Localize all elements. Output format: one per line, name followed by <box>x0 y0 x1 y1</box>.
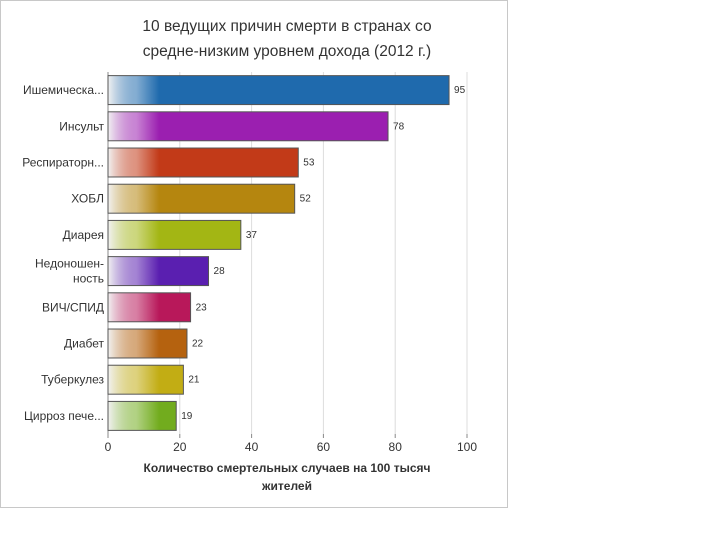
category-label: Инсульт <box>59 119 104 133</box>
bar <box>107 219 242 250</box>
category-label: Цирроз пече... <box>24 409 104 423</box>
x-axis-label-line-2: жителей <box>261 479 312 493</box>
bar <box>107 256 210 287</box>
chart-frame: 10 ведущих причин смерти в странах со ср… <box>0 0 508 508</box>
bar <box>107 75 450 106</box>
data-label: 22 <box>192 339 204 350</box>
category-label: Ишемическа... <box>23 83 104 97</box>
x-tick-label: 60 <box>317 440 331 454</box>
x-axis-label-line-1: Количество смертельных случаев на 100 ты… <box>144 461 431 475</box>
bar <box>107 292 192 323</box>
x-tick-label: 100 <box>457 440 477 454</box>
x-tick-label: 80 <box>389 440 403 454</box>
bar <box>107 111 389 142</box>
data-label: 52 <box>300 194 312 205</box>
data-label: 21 <box>188 375 200 386</box>
chart-title-line-1: 10 ведущих причин смерти в странах со <box>142 18 431 35</box>
data-label: 53 <box>303 158 315 169</box>
x-tick-label: 20 <box>173 440 187 454</box>
chart-title-line-2: средне-низким уровнем дохода (2012 г.) <box>143 43 431 60</box>
bar <box>107 183 296 214</box>
data-label: 37 <box>246 230 258 241</box>
bar <box>107 400 177 431</box>
category-label: Диарея <box>63 228 104 242</box>
chart: 10 ведущих причин смерти в странах со ср… <box>22 18 477 493</box>
bar <box>107 364 184 395</box>
category-label: Туберкулез <box>41 373 104 387</box>
bar <box>107 328 188 359</box>
data-label: 19 <box>181 411 193 422</box>
category-label: ХОБЛ <box>71 192 104 206</box>
category-label: ВИЧ/СПИД <box>42 300 104 314</box>
data-label: 78 <box>393 121 405 132</box>
data-label: 28 <box>214 266 226 277</box>
bar <box>107 147 299 178</box>
category-label: ность <box>73 272 104 286</box>
data-label: 23 <box>196 302 208 313</box>
x-tick-label: 0 <box>105 440 112 454</box>
category-label: Диабет <box>64 337 105 351</box>
category-label: Респираторн... <box>22 156 104 170</box>
category-label: Недоношен- <box>35 257 104 271</box>
x-tick-label: 40 <box>245 440 259 454</box>
data-label: 95 <box>454 85 466 96</box>
